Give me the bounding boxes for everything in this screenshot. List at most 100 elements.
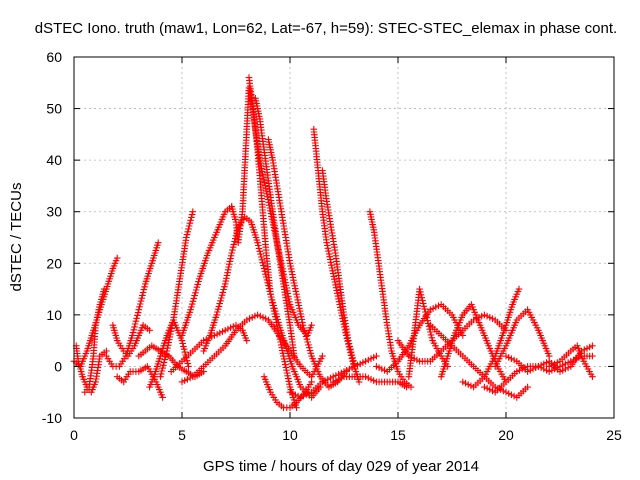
y-axis-label: dSTEC / TECUs (8, 183, 25, 292)
data-point (261, 182, 269, 189)
x-tick-label: 5 (178, 427, 186, 443)
data-point (215, 303, 223, 310)
data-point (160, 362, 167, 369)
data-point (267, 290, 274, 298)
data-point (407, 383, 415, 391)
data-point (335, 295, 342, 303)
data-point (168, 322, 176, 329)
data-point (302, 333, 310, 340)
data-point (185, 225, 192, 233)
data-point (286, 380, 293, 388)
data-point (179, 340, 186, 347)
data-point (275, 319, 282, 326)
data-point (224, 266, 232, 274)
data-point (232, 232, 240, 240)
data-point (188, 300, 196, 308)
data-point (180, 345, 188, 353)
data-point (188, 214, 195, 221)
series-7 (135, 342, 207, 380)
y-tick-label: 50 (46, 101, 62, 117)
axis-ticks (73, 56, 615, 419)
data-point (186, 219, 194, 227)
data-point (183, 357, 191, 364)
data-point (221, 280, 229, 288)
data-point (265, 282, 272, 289)
data-point (270, 302, 277, 309)
data-point (284, 375, 292, 382)
series-5 (109, 321, 153, 360)
data-point (289, 274, 297, 281)
data-point (163, 347, 171, 355)
data-point (228, 249, 235, 257)
series-28 (459, 285, 523, 391)
data-point (424, 317, 431, 324)
data-point (185, 363, 192, 370)
data-point (183, 231, 191, 238)
data-point (129, 332, 136, 339)
data-point (229, 243, 237, 251)
data-point (129, 329, 137, 336)
data-point (324, 245, 332, 252)
x-tick-label: 10 (282, 427, 298, 443)
data-point (131, 320, 139, 328)
data-point (299, 321, 307, 329)
data-point (222, 277, 230, 285)
data-point (421, 305, 428, 313)
data-point (162, 350, 170, 358)
data-point (195, 278, 202, 285)
data-point (282, 364, 290, 371)
data-point (226, 258, 234, 265)
data-point (141, 283, 148, 291)
data-point (189, 298, 197, 305)
data-point (257, 250, 264, 258)
data-point (132, 317, 140, 325)
data-point (216, 300, 223, 307)
data-point (524, 383, 531, 391)
data-point (243, 337, 251, 344)
data-point (305, 344, 313, 351)
data-point (302, 330, 309, 337)
data-point (233, 229, 240, 237)
data-point (282, 361, 289, 368)
x-tick-label: 25 (606, 427, 622, 443)
data-point (160, 359, 168, 366)
data-point (280, 355, 288, 363)
series-2 (81, 285, 108, 396)
series-12 (252, 95, 298, 360)
data-point (255, 242, 262, 249)
data-point (159, 364, 166, 372)
data-point (330, 273, 338, 280)
data-point (273, 313, 281, 320)
y-tick-label: 30 (46, 204, 62, 220)
data-point (231, 238, 238, 245)
series-27 (437, 301, 510, 386)
data-point (290, 279, 298, 287)
data-point (300, 324, 307, 332)
data-point (262, 273, 270, 281)
data-point (419, 297, 426, 304)
data-point (188, 211, 196, 218)
y-tick-label: 20 (46, 255, 62, 271)
data-point (137, 297, 145, 305)
data-point (260, 262, 267, 269)
data-point (180, 343, 187, 350)
data-point (218, 294, 225, 302)
data-point (589, 342, 596, 350)
data-point (262, 187, 270, 195)
data-point (268, 293, 275, 301)
data-point (213, 311, 220, 319)
data-point (293, 293, 301, 301)
data-point (284, 372, 291, 380)
data-point (220, 286, 227, 293)
data-point (297, 313, 305, 320)
data-point (134, 309, 142, 316)
data-point (255, 245, 263, 252)
data-point (139, 292, 146, 299)
series-15 (178, 311, 326, 386)
data-point (297, 310, 304, 318)
data-point (134, 312, 141, 319)
data-point (331, 278, 339, 286)
data-point (226, 260, 233, 268)
data-point (165, 336, 173, 343)
data-point (261, 179, 268, 186)
